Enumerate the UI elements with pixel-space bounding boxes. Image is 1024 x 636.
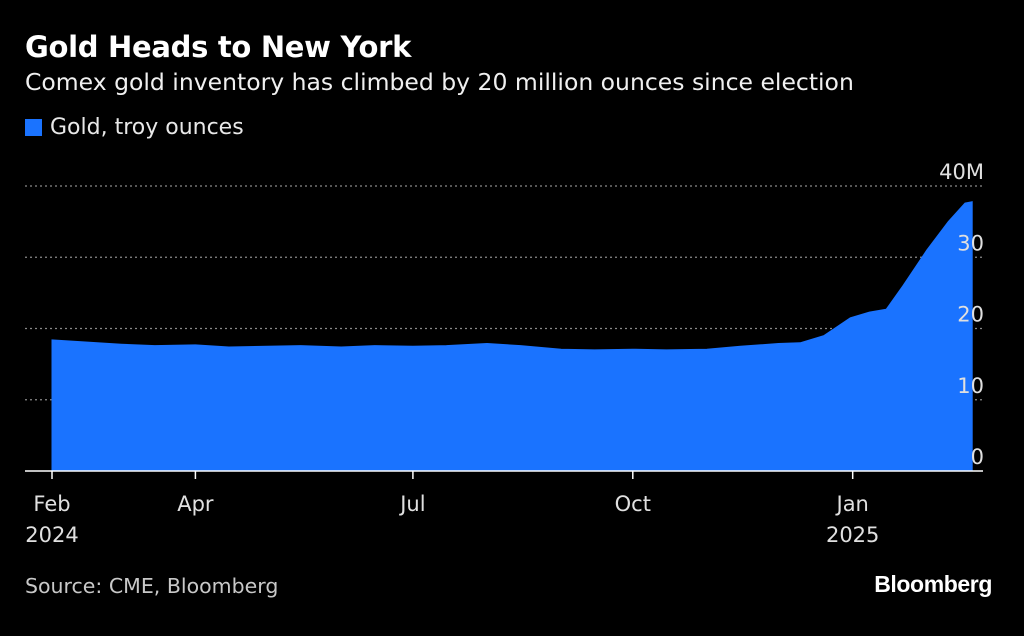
legend-swatch xyxy=(25,119,42,136)
x-tick-year-label: 2025 xyxy=(826,523,879,547)
x-tick-label: Jan xyxy=(835,492,869,516)
legend-label: Gold, troy ounces xyxy=(50,115,244,140)
x-axis: Feb 2024 Apr Jul Oct Jan 2025 xyxy=(25,470,983,547)
x-tick-label: Apr xyxy=(177,492,214,516)
y-tick-label: 40M xyxy=(939,160,984,184)
source-note: Source: CME, Bloomberg xyxy=(25,574,279,598)
y-tick-label: 30 xyxy=(957,231,984,255)
x-tick-year-label: 2024 xyxy=(25,523,78,547)
series-area xyxy=(51,201,973,472)
y-tick-label: 0 xyxy=(971,445,984,469)
y-tick-label: 20 xyxy=(957,303,984,327)
x-tick-label: Oct xyxy=(615,492,651,516)
x-tick-label: Jul xyxy=(398,492,425,516)
y-tick-label: 10 xyxy=(957,374,984,398)
chart-subtitle: Comex gold inventory has climbed by 20 m… xyxy=(25,68,854,96)
y-axis: 0 10 20 30 40M xyxy=(939,160,984,469)
x-tick-label: Feb xyxy=(33,492,70,516)
bloomberg-logo: Bloomberg xyxy=(874,571,992,597)
series-area-path xyxy=(51,201,973,472)
legend: Gold, troy ounces xyxy=(25,115,244,140)
chart-title: Gold Heads to New York xyxy=(25,30,412,64)
